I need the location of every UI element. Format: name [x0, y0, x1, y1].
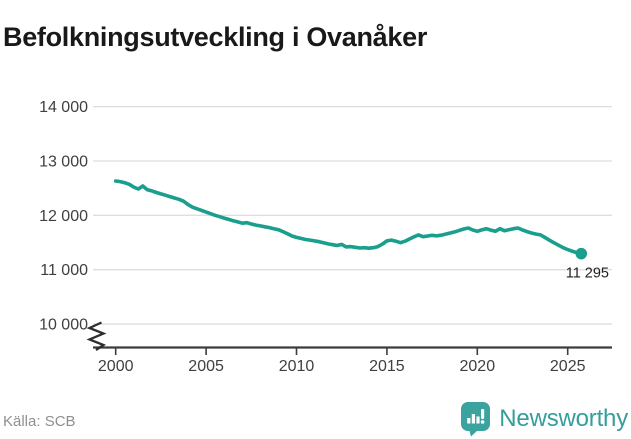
x-tick-label: 2010 — [279, 358, 315, 375]
last-value-label: 11 295 — [566, 266, 609, 282]
y-tick-label: 14 000 — [39, 99, 88, 116]
x-tick-label: 2015 — [369, 358, 405, 375]
axis-tick-labels: 10 000 11 000 12 000 13 000 14 000 2000 2005 20… — [39, 99, 609, 375]
x-tick-label: 2005 — [188, 358, 224, 375]
x-tick-label: 2000 — [98, 358, 134, 375]
newsworthy-logo-icon — [461, 402, 491, 437]
source-note: Källa: SCB — [3, 413, 76, 430]
population-line — [113, 179, 584, 256]
y-tick-label: 13 000 — [39, 153, 88, 170]
newsworthy-logo-text: Newsworthy — [499, 405, 628, 432]
x-axis — [93, 346, 612, 355]
y-tick-label: 10 000 — [39, 317, 88, 334]
axis-break-zigzag — [86, 321, 107, 351]
y-tick-label: 12 000 — [39, 208, 88, 225]
newsworthy-logo: Newsworthy — [460, 401, 628, 437]
population-line-series — [113, 179, 588, 260]
x-tick-label: 2020 — [460, 358, 496, 375]
x-tick-label: 2025 — [550, 358, 586, 375]
gridlines — [93, 105, 612, 325]
page-title: Befolkningsutveckling i Ovanåker — [3, 22, 428, 53]
y-tick-label: 11 000 — [40, 262, 88, 279]
last-point-dot — [575, 247, 588, 260]
